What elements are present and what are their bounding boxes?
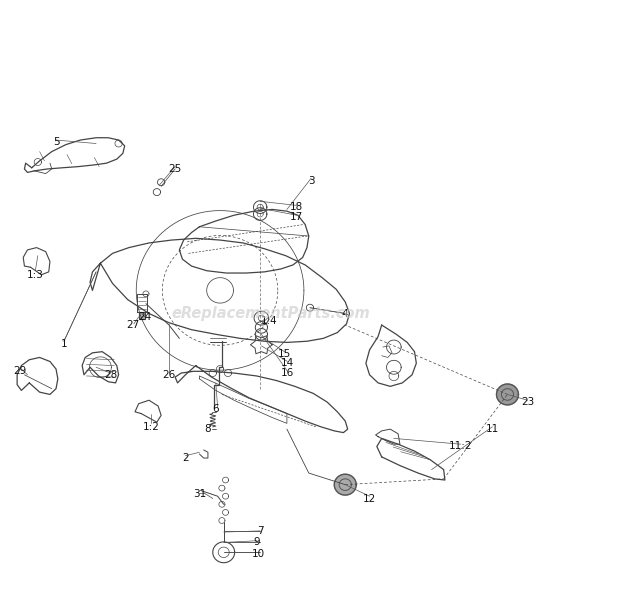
Text: 14: 14 — [281, 358, 294, 368]
Text: 1.4: 1.4 — [260, 316, 277, 326]
Text: 12: 12 — [363, 493, 376, 503]
Text: 28: 28 — [104, 370, 117, 380]
Text: 4: 4 — [342, 309, 348, 319]
Text: 29: 29 — [13, 366, 26, 376]
Text: 1:3: 1:3 — [27, 270, 44, 280]
Text: 24: 24 — [138, 312, 151, 322]
Text: 1:2: 1:2 — [143, 422, 159, 432]
Text: 8: 8 — [205, 424, 211, 434]
Text: 16: 16 — [281, 368, 294, 378]
Text: 17: 17 — [290, 212, 303, 222]
Text: 7: 7 — [257, 526, 264, 536]
Text: 6: 6 — [213, 405, 219, 415]
Text: 5: 5 — [53, 137, 60, 147]
Text: 11:2: 11:2 — [449, 441, 472, 451]
Text: 15: 15 — [278, 349, 291, 359]
Text: 31: 31 — [193, 490, 206, 500]
Text: 27: 27 — [126, 320, 140, 330]
Text: 2: 2 — [182, 453, 188, 463]
Polygon shape — [139, 312, 144, 319]
Text: 18: 18 — [290, 202, 303, 212]
Text: 11: 11 — [485, 424, 499, 434]
Text: 3: 3 — [308, 175, 314, 185]
Text: 25: 25 — [169, 164, 182, 174]
Text: 10: 10 — [252, 549, 265, 559]
Text: 9: 9 — [254, 537, 260, 548]
Text: 1: 1 — [61, 339, 67, 349]
Text: 26: 26 — [162, 370, 175, 380]
Text: eReplacementParts.com: eReplacementParts.com — [171, 306, 370, 321]
Text: 23: 23 — [521, 397, 534, 407]
Polygon shape — [334, 474, 356, 495]
Polygon shape — [497, 384, 518, 405]
